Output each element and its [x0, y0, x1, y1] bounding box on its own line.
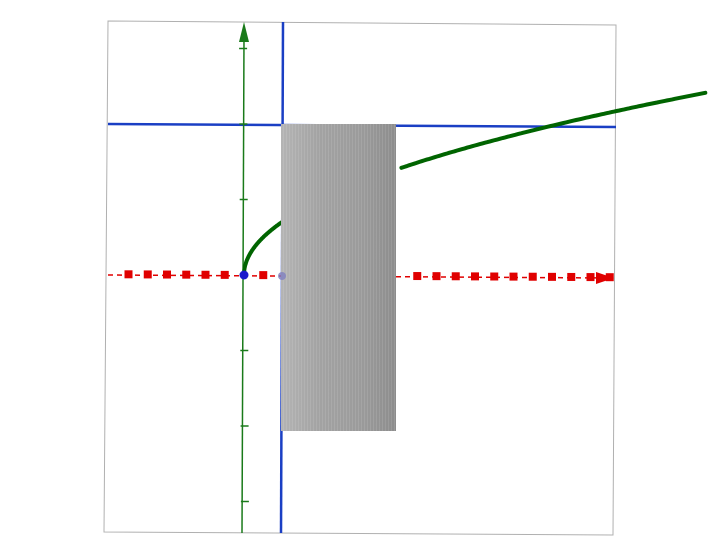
cylinder-slab	[281, 124, 396, 431]
y-axis-arrowhead	[239, 22, 249, 42]
x-axis-tick-marker	[432, 272, 441, 281]
x-axis-tick-marker	[548, 272, 556, 281]
x-axis-tick-marker	[509, 272, 518, 281]
x-axis-tick-marker	[451, 272, 460, 281]
x-axis-arrowhead	[596, 272, 614, 284]
curve-sqrt-line	[242, 219, 285, 277]
marker-point	[278, 272, 286, 280]
x-axis-tick-marker	[201, 270, 210, 279]
y-axis-line	[241, 35, 245, 534]
x-axis-tick-marker	[220, 270, 229, 279]
y-axis	[239, 22, 249, 534]
x-axis-tick-marker	[143, 270, 152, 279]
origin-point	[239, 270, 249, 280]
x-axis-tick-marker	[259, 271, 268, 280]
x-axis-tick-marker	[124, 270, 133, 279]
x-axis-tick-marker	[567, 272, 576, 281]
x-axis-tick-marker	[605, 273, 614, 282]
x-axis-tick-marker	[586, 273, 595, 282]
cylinder-stripes	[281, 124, 396, 431]
x-axis-tick-marker	[182, 270, 191, 279]
x-axis-tick-marker	[413, 272, 422, 281]
x-axis-tick-marker	[163, 270, 171, 279]
x-axis-tick-marker	[528, 272, 537, 281]
x-axis-tick-marker	[471, 272, 479, 281]
view-frame	[103, 20, 617, 536]
curve-sqrt-line-right	[399, 90, 708, 170]
x-axis-tick-marker	[490, 272, 499, 281]
